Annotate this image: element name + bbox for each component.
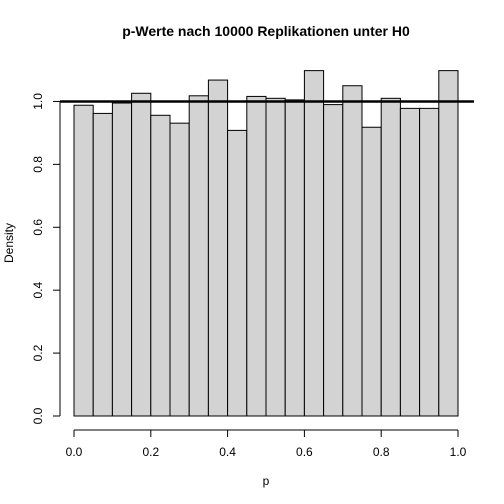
x-axis-label: p: [263, 474, 270, 488]
histogram-bar: [246, 95, 267, 417]
histogram-bar: [111, 102, 133, 417]
x-tick-label: 1.0: [450, 445, 467, 459]
histogram-bar: [323, 104, 344, 417]
histogram-bar: [207, 79, 229, 417]
histogram-bar: [73, 104, 94, 417]
histogram-bar: [342, 85, 363, 417]
x-tick-label: 0.2: [142, 445, 159, 459]
y-axis-label: Density: [2, 223, 16, 263]
histogram-bar: [284, 99, 305, 417]
histogram-bar: [92, 112, 113, 417]
histogram-bar: [361, 126, 382, 417]
bars-group: [73, 70, 459, 417]
y-tick-label: 0.6: [31, 219, 45, 236]
histogram-bar: [265, 97, 286, 417]
x-tick-label: 0.8: [373, 445, 390, 459]
y-axis: 0.0 0.2 0.4 0.6 0.8 1.0: [31, 93, 61, 424]
y-tick-label: 0.0: [31, 407, 45, 424]
chart-title: p-Werte nach 10000 Replikationen unter H…: [122, 23, 410, 39]
histogram-bar: [150, 114, 171, 417]
y-tick-label: 0.8: [31, 156, 45, 173]
histogram-bar: [227, 129, 248, 417]
x-tick-label: 0.6: [296, 445, 313, 459]
histogram-bar: [399, 107, 421, 417]
x-axis: 0.0 0.2 0.4 0.6 0.8 1.0: [66, 429, 467, 459]
histogram-bar: [188, 95, 209, 417]
histogram-bar: [303, 70, 325, 417]
histogram-bar: [438, 70, 459, 417]
y-tick-label: 1.0: [31, 93, 45, 110]
histogram-bar: [380, 97, 401, 417]
x-tick-label: 0.4: [219, 445, 236, 459]
histogram-bar: [419, 107, 440, 417]
x-tick-label: 0.0: [66, 445, 83, 459]
histogram-bar: [131, 92, 152, 417]
histogram-bar: [169, 122, 190, 417]
y-tick-label: 0.4: [31, 282, 45, 299]
y-tick-label: 0.2: [31, 344, 45, 361]
